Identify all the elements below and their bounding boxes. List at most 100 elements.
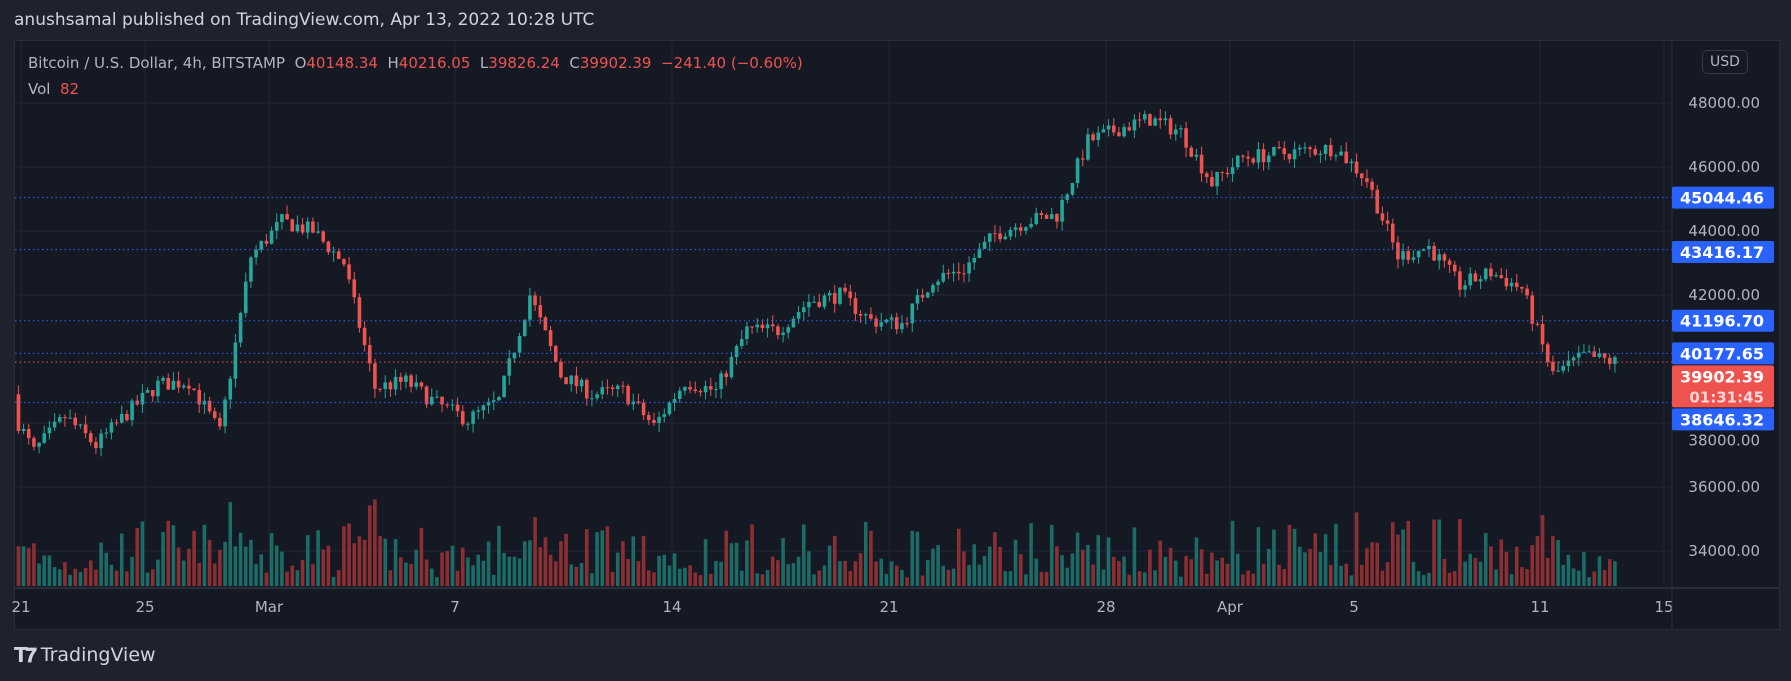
volume-bar [243, 546, 248, 586]
volume-bar [1225, 563, 1230, 586]
candle-body [1168, 118, 1173, 135]
candle-body [21, 428, 26, 431]
open-label: O [294, 54, 307, 72]
volume-bar [1080, 549, 1085, 586]
candle-body [827, 292, 832, 296]
candle-body [1049, 214, 1054, 219]
currency-button[interactable]: USD [1702, 50, 1748, 74]
volume-bar [693, 572, 698, 586]
footer-brand[interactable]: T𝟕 TradingView [14, 643, 156, 667]
volume-bar [1494, 569, 1498, 586]
y-tick-label: 38000.00 [1688, 431, 1760, 449]
candle-body [476, 410, 481, 412]
candle-body [631, 401, 636, 405]
volume-bar [946, 569, 951, 586]
volume-bar [1535, 535, 1540, 586]
candle-body [68, 417, 72, 419]
candle-body [559, 361, 563, 378]
candle-body [1297, 147, 1302, 150]
volume-bar [1468, 553, 1473, 586]
candle-body [99, 433, 103, 449]
volume-bar [977, 564, 982, 586]
volume-label: Vol [28, 80, 51, 98]
candle-body [636, 401, 641, 403]
candle-body [905, 323, 909, 325]
volume-bar [1106, 537, 1111, 586]
volume-bar [398, 557, 403, 586]
last-price-badge [1672, 365, 1774, 408]
volume-bar [667, 565, 672, 586]
candle-body [1220, 171, 1225, 173]
candle-body [455, 404, 460, 412]
volume-bar [1024, 574, 1028, 586]
volume-bar [889, 561, 894, 586]
volume-bar [1437, 519, 1442, 586]
volume-bar [941, 565, 946, 586]
chart-pane[interactable] [14, 40, 1780, 630]
volume-bar [1370, 542, 1374, 586]
candle-body [781, 332, 785, 336]
candle-body [1070, 182, 1075, 195]
candle-body [972, 257, 977, 263]
volume-bar [1551, 535, 1555, 586]
volume-bar [1060, 555, 1064, 586]
candle-body [770, 324, 775, 327]
candle-body [419, 382, 424, 387]
candle-body [1189, 147, 1194, 157]
candle-body [1282, 148, 1287, 154]
price-level-label: 43416.17 [1680, 243, 1764, 262]
candle-body [228, 378, 233, 400]
candle-body [688, 386, 692, 390]
volume-bar [962, 551, 966, 586]
candle-body [1592, 351, 1597, 357]
candle-body [548, 330, 553, 346]
volume-bar [662, 554, 667, 586]
candle-body [941, 272, 946, 282]
volume-bar [858, 553, 863, 586]
volume-bar [1189, 559, 1194, 586]
volume-bar [150, 569, 155, 586]
volume-bar [817, 570, 822, 586]
candle-body [734, 346, 739, 358]
candle-body [1385, 220, 1390, 224]
candle-body [342, 259, 346, 265]
candle-body [1137, 119, 1142, 121]
volume-bar [249, 539, 253, 586]
candle-body [254, 249, 258, 258]
volume-bar [486, 541, 491, 586]
volume-bar [832, 535, 837, 586]
volume-bar [615, 552, 620, 586]
candle-body [1432, 245, 1436, 261]
candle-body [47, 427, 52, 434]
candle-body [677, 390, 682, 399]
volume-bar [1354, 512, 1359, 586]
candle-body [838, 287, 842, 304]
volume-bar [703, 539, 708, 586]
volume-bar [1442, 558, 1447, 586]
volume-bar [207, 539, 212, 586]
volume-bar [1525, 569, 1529, 586]
volume-bar [130, 556, 134, 586]
volume-bar [125, 571, 129, 586]
volume-bar [1504, 551, 1509, 586]
volume-bar [1344, 563, 1349, 586]
candle-body [1458, 271, 1462, 290]
candle-body [63, 417, 67, 419]
candle-body [429, 396, 434, 405]
candle-body [409, 375, 413, 387]
volume-bar [920, 575, 925, 586]
volume-bar [1235, 553, 1240, 586]
price-level-badge [1672, 186, 1774, 209]
volume-bar [305, 535, 310, 586]
last-price-label: 39902.39 [1680, 367, 1764, 386]
volume-bar [212, 563, 217, 586]
candle-body [786, 327, 791, 333]
candle-body [486, 401, 491, 406]
volume-bar [21, 546, 26, 586]
volume-bar [1127, 574, 1132, 586]
volume-bar [119, 533, 124, 586]
volume-bar [274, 545, 279, 586]
volume-bar [466, 557, 470, 586]
candle-body [140, 392, 145, 405]
